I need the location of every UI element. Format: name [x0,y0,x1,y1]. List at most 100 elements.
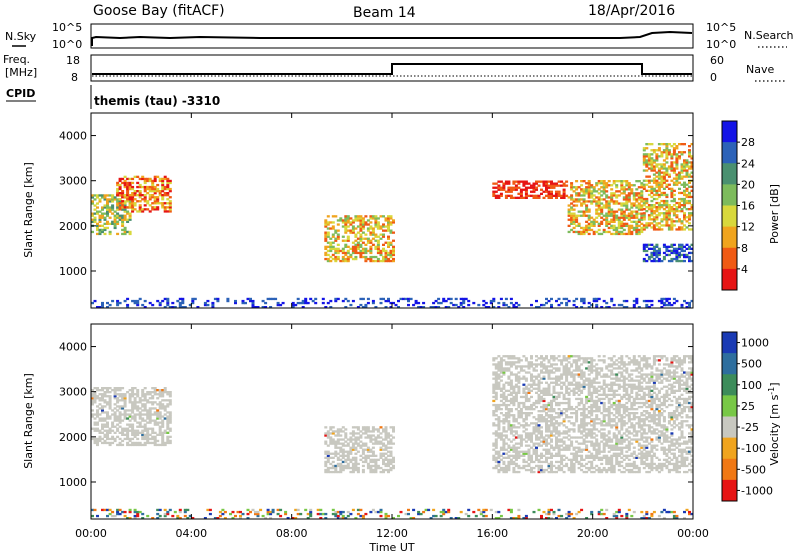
echo-cell [545,430,548,433]
echo-cell [555,460,558,464]
echo-cell [123,405,127,408]
echo-cell [535,418,538,421]
echo-cell [627,188,631,191]
echo-cell [507,444,511,447]
echo-cell [98,419,102,422]
echo-cell [662,204,666,207]
echo-cell [557,383,561,386]
echo-cell [96,194,99,197]
echo-cell [158,407,162,410]
echo-cell [379,297,383,301]
echo-cell [655,197,659,201]
echo-cell [680,220,684,223]
echo-cell [570,214,574,217]
echo-cell [570,216,574,219]
echo-cell [610,232,614,236]
echo-cell [655,149,659,152]
echo-cell [163,175,167,178]
echo-cell [499,436,503,439]
echo-cell [108,222,112,225]
echo-cell [492,458,496,461]
echo-cell [507,462,511,466]
echo-cell [620,418,624,421]
echo-cell [617,399,621,403]
echo-cell [351,219,355,222]
echo-cell [567,371,571,374]
echo-cell [532,460,536,464]
echo-cell [108,206,112,209]
echo-cell [650,259,654,263]
echo-cell [106,206,109,209]
echo-cell [530,432,533,435]
echo-cell [166,441,170,445]
echo-cell [665,157,669,160]
echo-cell [535,188,538,191]
echo-cell [602,456,606,459]
echo-cell [560,468,564,472]
echo-cell [615,424,619,427]
echo-cell [118,216,122,219]
echo-cell [552,410,556,413]
echo-cell [665,218,669,221]
echo-cell [655,249,659,253]
echo-cell [512,454,516,457]
echo-cell [602,442,606,445]
echo-cell [103,401,107,404]
echo-cell [324,440,328,443]
echo-cell [349,231,353,234]
echo-cell [605,220,609,223]
echo-cell [494,432,498,435]
echo-cell [612,232,616,236]
echo-cell [585,230,589,234]
echo-cell [522,196,526,199]
echo-cell [632,299,636,303]
echo-cell [537,306,541,309]
echo-cell [379,456,383,459]
echo-cell [106,198,109,201]
echo-cell [670,167,674,170]
echo-cell [113,393,117,396]
echo-cell [93,194,97,197]
echo-cell [610,359,614,362]
echo-cell [133,387,137,390]
echo-cell [585,428,589,431]
echo-cell [384,255,388,259]
echo-cell [585,383,589,386]
echo-cell [108,303,112,307]
echo-cell [585,414,589,417]
echo-cell [494,452,498,455]
echo-cell [577,424,581,427]
echo-cell [96,306,99,309]
echo-cell [530,403,533,407]
echo-cell [600,216,604,219]
echo-cell [585,422,589,425]
echo-cell [106,437,109,441]
echo-cell [512,466,516,470]
echo-cell [675,210,679,213]
echo-cell [339,249,343,253]
echo-cell [111,423,115,426]
echo-cell [688,181,691,184]
echo-cell [657,155,661,158]
echo-cell [597,373,601,376]
echo-cell [530,446,533,449]
echo-cell [321,301,325,305]
echo-cell [585,204,589,207]
echo-cell [612,381,616,384]
echo-cell [514,464,518,468]
echo-cell [542,359,546,362]
echo-cell [176,299,180,303]
echo-cell [379,432,383,435]
echo-cell [369,434,373,437]
echo-cell [675,201,679,205]
echo-cell [369,436,373,439]
echo-cell [161,185,165,189]
echo-cell [547,420,551,423]
echo-cell [617,190,621,193]
echo-cell [387,225,390,228]
echo-cell [688,191,691,195]
echo-cell [524,468,528,472]
echo-cell [667,303,671,307]
echo-cell [464,297,468,301]
noise-left-tick-top: 10^5 [52,21,82,34]
